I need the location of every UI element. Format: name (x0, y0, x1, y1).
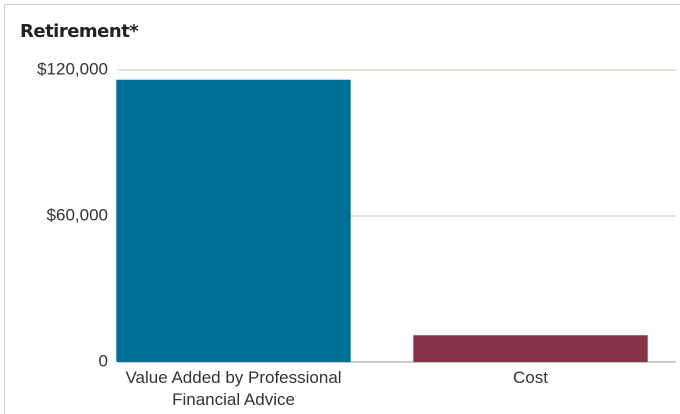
y-tick-label: $60,000 (47, 205, 108, 224)
y-tick-label: 0 (99, 351, 108, 370)
y-tick-label: $120,000 (37, 59, 108, 78)
x-tick-label: Cost (513, 368, 548, 387)
bar (116, 79, 351, 362)
chart-title: Retirement* (20, 21, 139, 42)
frame-border (4, 4, 680, 414)
bar (413, 335, 648, 362)
x-tick-label: Value Added by Professional Financial Ad… (125, 368, 342, 409)
